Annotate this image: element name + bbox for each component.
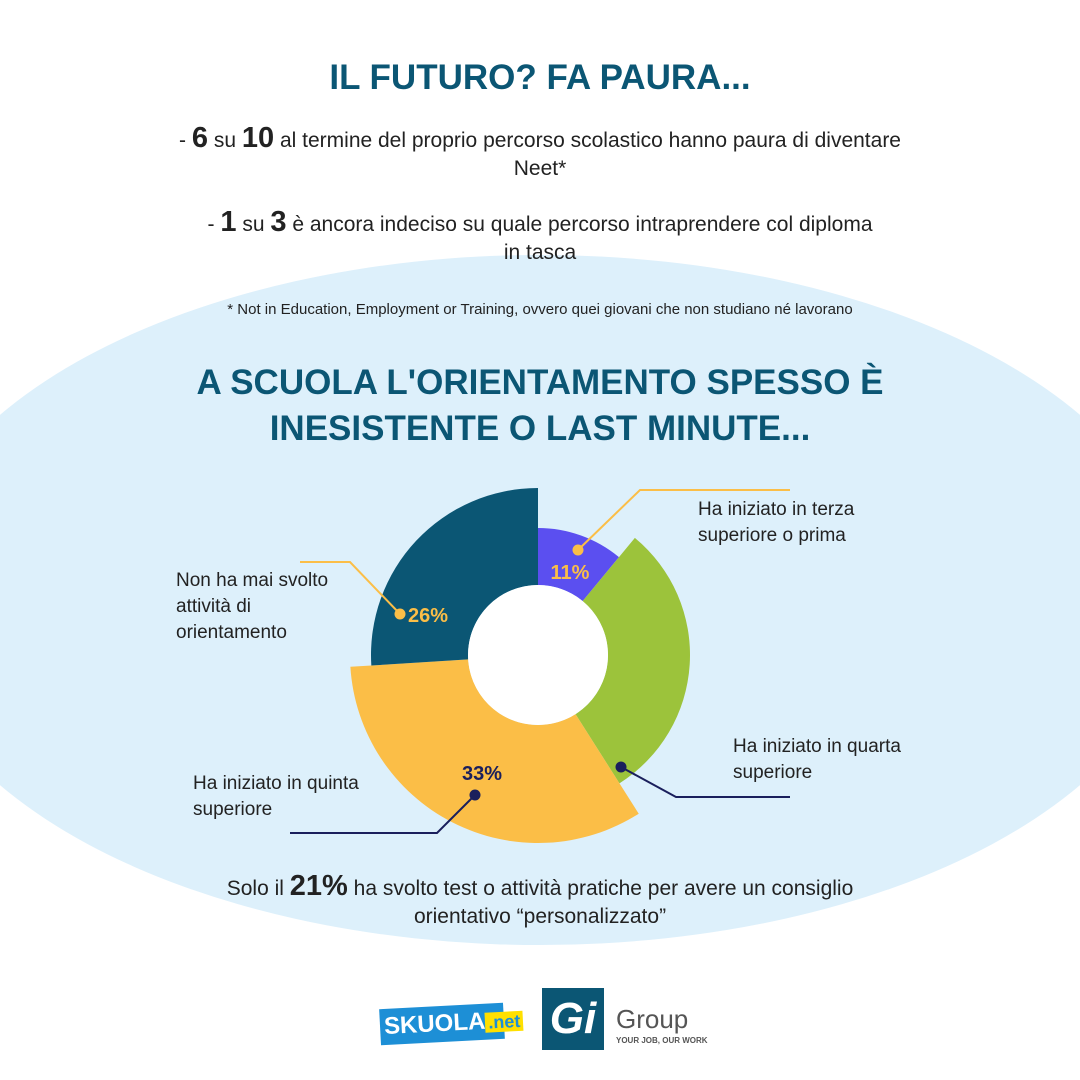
logo-skuola: SKUOLA .net xyxy=(379,1002,524,1046)
value-label: 33% xyxy=(462,763,502,785)
leader-line xyxy=(290,794,476,834)
footnote: * Not in Education, Employment or Traini… xyxy=(227,301,853,318)
text: Solo il xyxy=(226,877,284,900)
text: su xyxy=(242,213,265,236)
pie-slice xyxy=(538,528,619,602)
pie-slice xyxy=(575,537,690,784)
value-label: 26% xyxy=(408,605,448,627)
logo-group: Group xyxy=(616,1004,689,1034)
leader-dot xyxy=(572,544,584,556)
pie: 11%30%33%26% xyxy=(290,488,790,843)
text: su xyxy=(213,129,237,152)
leader-dot xyxy=(615,761,627,773)
title: IL FUTURO? FA PAURA... xyxy=(329,58,751,97)
chart-title: A SCUOLA L'ORIENTAMENTO SPESSO È INESIST… xyxy=(196,363,884,448)
summary: Solo il 21% ha svolto test o attività pr… xyxy=(210,872,870,931)
category-label: Ha iniziato in terza superiore o prima xyxy=(698,499,855,546)
leader-dot xyxy=(469,789,481,801)
logo-text: .net xyxy=(484,1010,524,1033)
category-label: Ha iniziato in quinta superiore xyxy=(193,773,359,820)
text: ha svolto test o attività pratiche per a… xyxy=(353,877,854,928)
text: al termine del proprio percorso scolasti… xyxy=(279,129,901,180)
text: - xyxy=(207,213,215,236)
category-label: Ha iniziato in quarta superiore xyxy=(733,736,901,783)
pie-slice xyxy=(350,659,639,843)
pie-hole xyxy=(468,585,608,725)
logo-gi: Gi xyxy=(542,988,604,1050)
number: 10 xyxy=(241,122,275,154)
category-label: Non ha mai svolto attività di orientamen… xyxy=(176,570,329,643)
number: 1 xyxy=(220,206,237,238)
logo-text: SKUOLA xyxy=(383,1007,486,1041)
logo-tagline: YOUR JOB, OUR WORK xyxy=(616,1036,708,1045)
leader-line xyxy=(577,489,790,551)
leader-dot xyxy=(394,608,406,620)
pie-slice xyxy=(371,488,538,666)
leader-line xyxy=(620,766,790,798)
text: - xyxy=(179,129,186,152)
value-label: 11% xyxy=(551,562,590,584)
number: 3 xyxy=(270,206,287,238)
stat: - 6 su 10 al termine del proprio percors… xyxy=(150,124,930,183)
leader-line xyxy=(300,561,401,615)
number: 6 xyxy=(191,122,208,154)
number: 21% xyxy=(289,870,348,902)
text: è ancora indeciso su quale percorso intr… xyxy=(292,213,873,264)
stat: - 1 su 3 è ancora indeciso su quale perc… xyxy=(200,208,880,267)
